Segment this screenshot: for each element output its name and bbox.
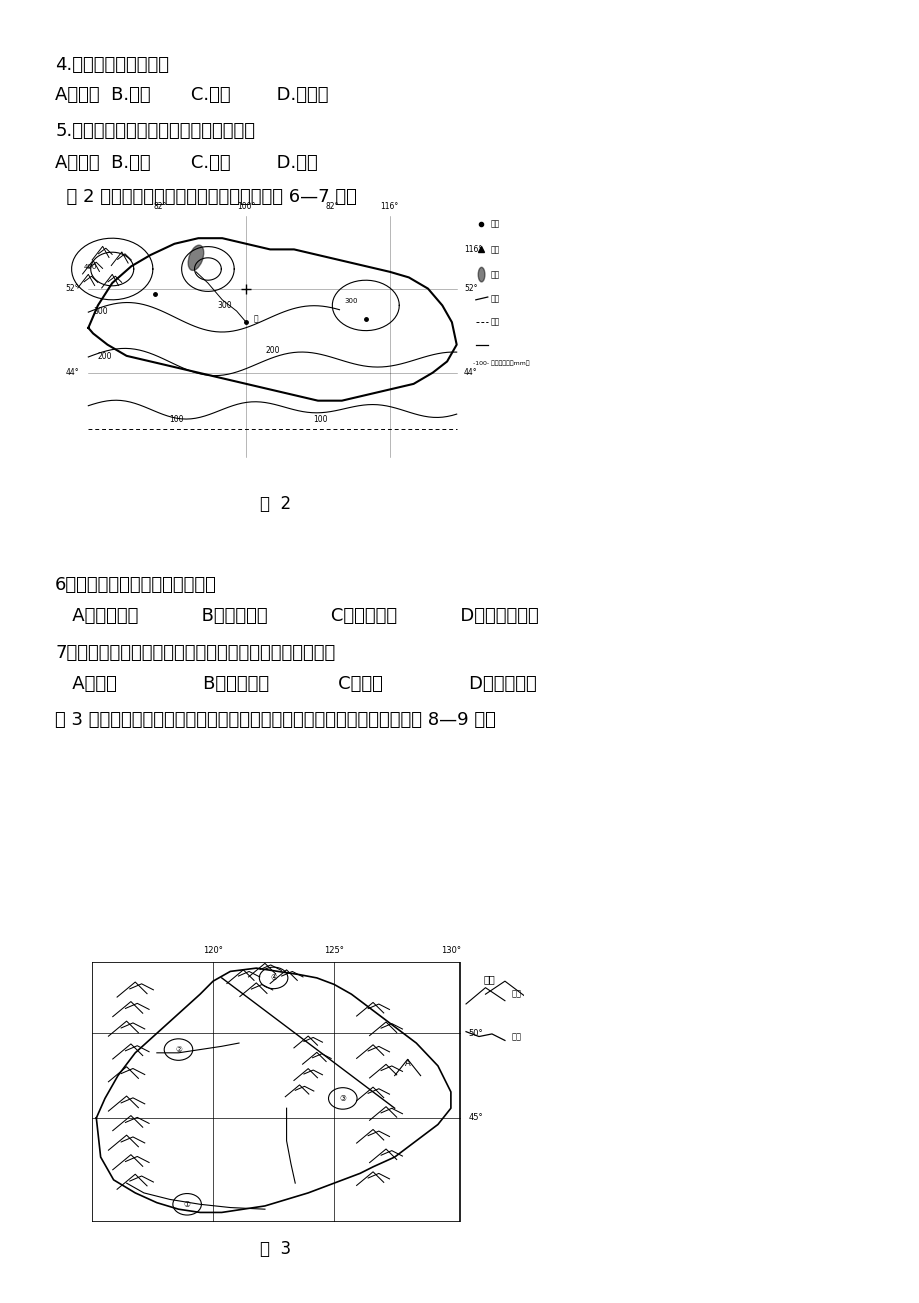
Text: 45°: 45°	[468, 1114, 482, 1122]
Text: A．地形               B．距海远近            C．河流               D．植被覆盖: A．地形 B．距海远近 C．河流 D．植被覆盖	[55, 675, 537, 693]
Text: 300: 300	[344, 297, 357, 304]
Text: 河流: 河流	[511, 1032, 521, 1041]
Ellipse shape	[188, 245, 203, 271]
Text: 河: 河	[253, 314, 257, 323]
Text: 图  2: 图 2	[260, 495, 291, 513]
Text: 125°: 125°	[323, 946, 344, 955]
Text: 82°: 82°	[325, 202, 338, 211]
Text: 100: 100	[312, 414, 327, 423]
Text: A: A	[404, 1059, 410, 1068]
Ellipse shape	[478, 267, 484, 281]
Text: 120°: 120°	[203, 946, 222, 955]
Text: A．极地高压           B．蒙古高压           C．印度低压           D．夏威夷高压: A．极地高压 B．蒙古高压 C．印度低压 D．夏威夷高压	[55, 607, 539, 625]
Text: 300: 300	[217, 301, 232, 310]
Bar	[92, 962, 460, 1222]
Text: 300: 300	[93, 306, 108, 315]
Text: 6．对该国影响最大的天气系统是: 6．对该国影响最大的天气系统是	[55, 576, 217, 594]
Text: 湖泊: 湖泊	[490, 270, 499, 279]
Text: 82°: 82°	[153, 202, 166, 211]
Text: -100- 年降水量线（mm）: -100- 年降水量线（mm）	[473, 361, 529, 366]
Text: 图例: 图例	[483, 975, 495, 985]
Text: 130°: 130°	[440, 946, 460, 955]
Text: 52°: 52°	[463, 284, 477, 293]
Text: 5.下列果树，适合在王教授家乡种植的是: 5.下列果树，适合在王教授家乡种植的是	[55, 122, 255, 141]
Text: 国界: 国界	[490, 318, 499, 327]
Text: 城市: 城市	[490, 220, 499, 229]
Text: 图  3: 图 3	[260, 1240, 291, 1259]
Text: 52°: 52°	[65, 284, 79, 293]
Text: ④: ④	[270, 973, 277, 982]
Text: ②: ②	[175, 1045, 182, 1054]
Text: ①: ①	[184, 1200, 190, 1209]
Text: 200: 200	[97, 352, 112, 361]
Text: 116°: 116°	[463, 245, 482, 254]
Text: 200: 200	[265, 347, 279, 354]
Text: 图 3 为我国东北地区地形与河流分布简图，图中河流均为外流河。据图回答 8—9 题。: 图 3 为我国东北地区地形与河流分布简图，图中河流均为外流河。据图回答 8—9 …	[55, 711, 495, 730]
Text: A．芒果  B.荔枝       C.龙眼        D.柑橘: A．芒果 B.荔枝 C.龙眼 D.柑橘	[55, 154, 318, 172]
Text: ③: ③	[339, 1095, 346, 1102]
Text: 100°: 100°	[237, 202, 255, 211]
Text: A．黄土  B.黑土       C.红壤        D.砖红壤: A．黄土 B.黑土 C.红壤 D.砖红壤	[55, 86, 328, 104]
Text: 山峰: 山峰	[490, 245, 499, 254]
Text: 4.王教授家乡的土壤是: 4.王教授家乡的土壤是	[55, 56, 169, 74]
Text: 7．据图示信息推断，导致该国北部降水较多的主要原因是: 7．据图示信息推断，导致该国北部降水较多的主要原因是	[55, 644, 335, 662]
Text: 44°: 44°	[65, 369, 79, 377]
Text: 400: 400	[84, 265, 96, 270]
Text: 50°: 50°	[468, 1029, 482, 1037]
Text: 图 2 为亚洲某国年降水量分布图。读图回答 6—7 题。: 图 2 为亚洲某国年降水量分布图。读图回答 6—7 题。	[55, 188, 357, 206]
Text: 44°: 44°	[463, 369, 477, 377]
Text: 河流: 河流	[490, 294, 499, 304]
Text: 116°: 116°	[380, 202, 399, 211]
Text: 山脉: 山脉	[511, 989, 521, 998]
Text: 100: 100	[169, 414, 184, 423]
